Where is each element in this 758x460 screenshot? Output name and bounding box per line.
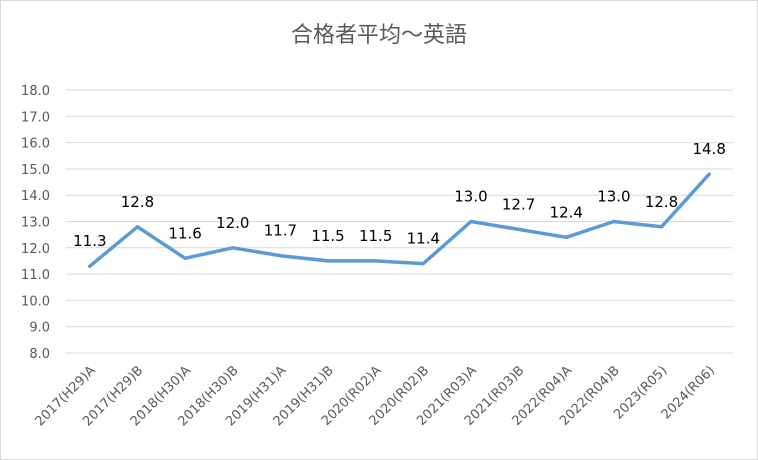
data-label: 11.3 [73, 232, 106, 250]
y-tick-label: 9.0 [29, 321, 50, 336]
chart-title: 合格者平均～英語 [291, 23, 467, 48]
y-tick-label: 10.0 [21, 294, 50, 309]
y-tick-label: 18.0 [21, 84, 50, 99]
data-label: 11.6 [168, 224, 201, 242]
y-tick-label: 13.0 [21, 216, 50, 231]
data-label: 11.5 [359, 227, 392, 245]
y-tick-label: 12.0 [21, 242, 50, 257]
y-tick-label: 15.0 [21, 163, 50, 178]
data-label: 13.0 [454, 188, 487, 206]
y-tick-label: 8.0 [29, 347, 50, 362]
data-label: 11.4 [407, 230, 440, 248]
data-label: 12.8 [645, 193, 678, 211]
y-tick-label: 16.0 [21, 137, 50, 152]
data-line [88, 172, 711, 268]
data-label: 11.7 [264, 222, 297, 240]
data-label: 13.0 [597, 188, 630, 206]
data-label: 12.7 [502, 195, 535, 213]
data-label: 12.0 [216, 214, 249, 232]
y-tick-label: 11.0 [21, 268, 50, 283]
data-label: 11.5 [311, 227, 344, 245]
data-label: 12.8 [121, 193, 154, 211]
y-tick-label: 14.0 [21, 189, 50, 204]
y-tick-label: 17.0 [21, 110, 50, 125]
data-label: 14.8 [692, 140, 725, 158]
data-label: 12.4 [550, 203, 583, 221]
